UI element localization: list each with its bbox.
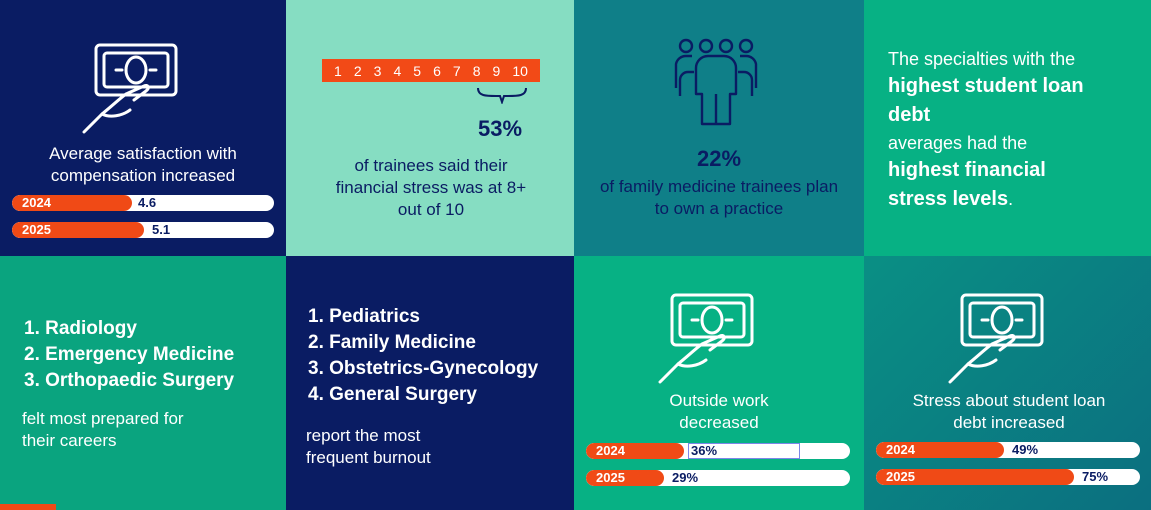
burnout-caption: report the most frequent burnout	[306, 426, 431, 467]
bar-year: 2025	[596, 470, 625, 485]
outside-work-caption: Outside work decreased	[669, 391, 769, 432]
list-item: 4. General Surgery	[308, 384, 477, 405]
scale-number: 2	[353, 62, 362, 79]
bar-2024: 2024 49%	[876, 442, 1140, 458]
list-item: 3. Obstetrics-Gynecology	[308, 358, 539, 379]
bar-year: 2024	[596, 443, 625, 458]
statement-period: .	[1008, 189, 1014, 209]
scale-number: 7	[452, 62, 461, 79]
bar-year: 2024	[886, 442, 915, 457]
hand-money-icon	[948, 293, 1044, 384]
scale-number: 5	[413, 62, 422, 79]
bar-value: 4.6	[138, 195, 157, 210]
ownership-caption: of family medicine trainees plan to own …	[599, 177, 839, 218]
scale-number: 10	[512, 62, 528, 79]
tile-satisfaction: Average satisfaction with compensation i…	[0, 0, 286, 256]
loan-debt-statement: The specialties with the highest student…	[888, 46, 1128, 214]
bar-value: 5.1	[152, 222, 171, 237]
list-item: 2. Emergency Medicine	[24, 344, 235, 365]
tile-loan-stress: Stress about student loan debt increased…	[864, 256, 1151, 510]
accent-stripe	[0, 504, 56, 510]
bar-2024: 2024 36%	[586, 443, 850, 459]
loan-stress-caption: Stress about student loan debt increased	[912, 391, 1106, 432]
stress-percent: 53%	[478, 116, 523, 141]
bar-value: 29%	[672, 470, 699, 485]
satisfaction-caption: Average satisfaction with compensation i…	[49, 144, 237, 185]
stress-scale: 1 2 3 4 5 6 7 8 9 10	[322, 59, 540, 82]
bar-fill-2025	[586, 470, 664, 486]
tile-practice-ownership: 22% of family medicine trainees plan to …	[574, 0, 864, 256]
bar-fill-2024	[586, 443, 684, 459]
scale-number: 1	[334, 62, 342, 79]
bar-value: 36%	[688, 443, 800, 459]
list-item: 1. Pediatrics	[308, 306, 420, 327]
brace-icon	[477, 87, 527, 104]
burnout-list: 1. Pediatrics 2. Family Medicine 3. Obst…	[308, 304, 538, 408]
bar-2025: 2025 5.1	[12, 222, 274, 238]
bar-fill-2024	[12, 195, 132, 211]
stress-caption: of trainees said their financial stress …	[335, 156, 527, 219]
bar-2024: 2024 4.6	[12, 195, 274, 211]
bar-value: 75%	[1082, 469, 1109, 484]
bar-2025: 2025 29%	[586, 470, 850, 486]
scale-number: 8	[472, 62, 481, 79]
tile-financial-stress	[286, 0, 574, 256]
bar-year: 2025	[886, 469, 915, 484]
bar-fill-2024	[876, 442, 1004, 458]
tile-most-prepared: 1. Radiology 2. Emergency Medicine 3. Or…	[0, 256, 286, 510]
scale-number: 9	[492, 62, 501, 79]
tile-loan-debt-stress: The specialties with the highest student…	[864, 0, 1151, 256]
statement-line-2: averages had the	[888, 133, 1028, 153]
list-item: 1. Radiology	[24, 318, 137, 339]
list-item: 2. Family Medicine	[308, 332, 476, 353]
bar-fill-2025	[12, 222, 144, 238]
bar-2025: 2025 75%	[876, 469, 1140, 485]
scale-number: 4	[393, 62, 402, 79]
list-item: 3. Orthopaedic Surgery	[24, 370, 235, 391]
hand-money-icon	[82, 43, 178, 134]
ownership-percent: 22%	[696, 146, 742, 171]
statement-bold-1: highest student loan debt	[888, 75, 1084, 126]
bar-value: 49%	[1012, 442, 1039, 457]
scale-number: 3	[373, 62, 382, 79]
scale-number: 6	[433, 62, 441, 79]
tile-outside-work: Outside work decreased 2024 36% 2025 29%	[574, 256, 864, 510]
bar-year: 2025	[22, 222, 51, 237]
hand-money-icon	[658, 293, 754, 384]
bar-year: 2024	[22, 195, 51, 210]
people-group-icon	[674, 38, 758, 126]
prepared-caption: felt most prepared for their careers	[22, 409, 184, 450]
statement-line-1: The specialties with the	[888, 49, 1076, 69]
bar-fill-2025	[876, 469, 1074, 485]
prepared-list: 1. Radiology 2. Emergency Medicine 3. Or…	[24, 316, 234, 394]
tile-burnout: 1. Pediatrics 2. Family Medicine 3. Obst…	[286, 256, 574, 510]
statement-bold-2: highest financial stress levels	[888, 159, 1046, 210]
